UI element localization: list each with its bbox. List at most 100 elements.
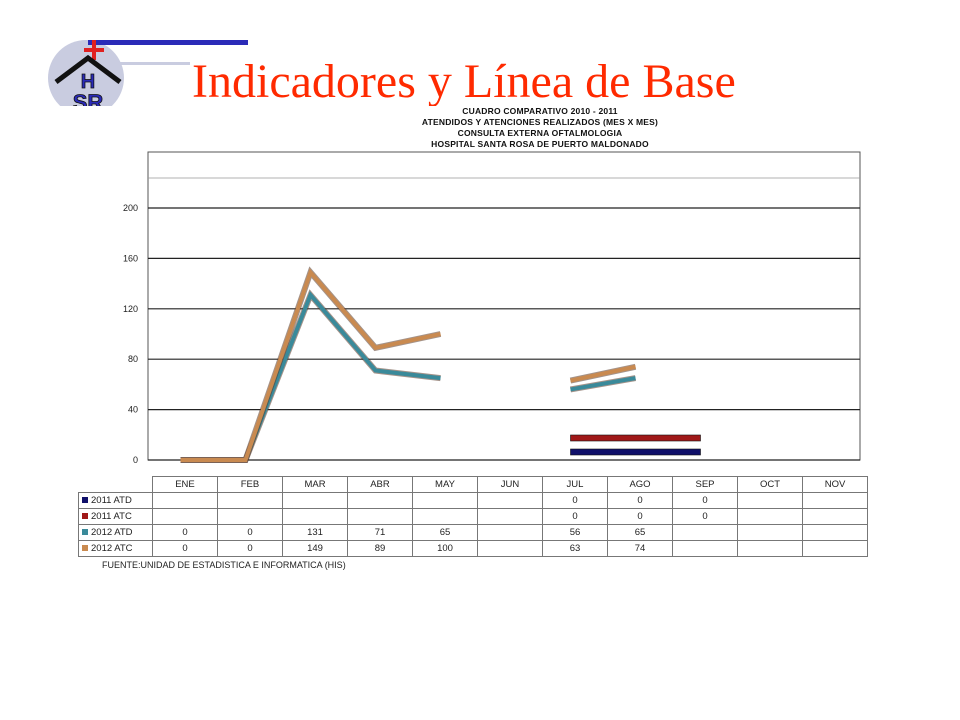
logo-top-bar	[88, 40, 248, 45]
data-label	[217, 508, 283, 525]
plot-frame	[147, 151, 861, 461]
data-label	[477, 540, 543, 557]
x-category-label: MAR	[282, 476, 348, 493]
data-label	[282, 492, 348, 509]
y-axis-ticks: 0 40 80 120 160 200	[123, 203, 138, 465]
x-category-label: ENE	[152, 476, 218, 493]
legend-swatch	[82, 497, 88, 504]
series-line-2011-atd	[570, 448, 701, 456]
logo-letter-h: H	[81, 71, 95, 93]
data-label	[477, 508, 543, 525]
data-label: 149	[282, 540, 348, 557]
chart-title-line-1: CUADRO COMPARATIVO 2010 - 2011	[462, 106, 618, 116]
data-label: 0	[672, 508, 738, 525]
legend-swatch	[82, 545, 88, 552]
data-label	[477, 524, 543, 541]
series-line-2012-atc	[180, 268, 441, 462]
data-label	[347, 508, 413, 525]
x-category-label: JUL	[542, 476, 608, 493]
x-category-label: SEP	[672, 476, 738, 493]
table-row: 2011 ATD 0 0 0	[78, 492, 868, 509]
data-label: 0	[152, 524, 218, 541]
data-label	[217, 492, 283, 509]
data-label	[802, 508, 868, 525]
x-category-label: JUN	[477, 476, 543, 493]
legend-label: 2011 ATC	[91, 511, 132, 522]
table-corner	[78, 476, 153, 493]
series-line-2012-atd	[570, 376, 636, 392]
table-row: 2012 ATD 0 0 131 71 65 56 65	[78, 524, 868, 541]
table-header-row: ENE FEB MAR ABR MAY JUN JUL AGO SEP OCT NOV	[78, 476, 868, 493]
chart-title-line-2: ATENDIDOS Y ATENCIONES REALIZADOS (MES X…	[421, 117, 659, 127]
table-row: 2011 ATC 0 0 0	[78, 508, 868, 525]
y-tick-label: 0	[133, 455, 138, 465]
series-layer	[180, 266, 701, 463]
legend-label: 2011 ATD	[91, 495, 132, 506]
x-category-label: OCT	[737, 476, 803, 493]
slide-title: Indicadores y Línea de Base	[192, 55, 736, 106]
x-category-label: NOV	[802, 476, 868, 493]
legend-entry: 2011 ATD	[78, 492, 153, 509]
y-tick-label: 120	[123, 304, 138, 314]
table-row: 2012 ATC 0 0 149 89 100 63 74	[78, 540, 868, 557]
x-category-label: ABR	[347, 476, 413, 493]
legend-swatch	[82, 513, 88, 520]
y-tick-label: 40	[128, 405, 138, 415]
legend-entry: 2011 ATC	[78, 508, 153, 525]
data-label	[802, 524, 868, 541]
data-label	[737, 508, 803, 525]
logo-roof-icon	[54, 54, 122, 84]
data-label	[802, 492, 868, 509]
data-label: 71	[347, 524, 413, 541]
data-label: 0	[217, 540, 283, 557]
chart-title-line-4: HOSPITAL SANTA ROSA DE PUERTO MALDONADO	[431, 139, 649, 149]
data-label	[737, 492, 803, 509]
data-label: 100	[412, 540, 478, 557]
x-category-label: AGO	[607, 476, 673, 493]
series-line-2011-atc	[570, 434, 701, 442]
legend-label: 2012 ATC	[91, 543, 133, 554]
data-label: 0	[542, 508, 608, 525]
legend-entry: 2012 ATD	[78, 524, 153, 541]
data-label: 89	[347, 540, 413, 557]
legend-swatch	[82, 529, 88, 536]
data-label	[737, 524, 803, 541]
logo-cross-h	[84, 48, 104, 52]
y-tick-label: 80	[128, 354, 138, 364]
legend-entry: 2012 ATC	[78, 540, 153, 557]
data-label	[672, 524, 738, 541]
data-table: ENE FEB MAR ABR MAY JUN JUL AGO SEP OCT NOV 2011 AT…	[78, 476, 868, 557]
data-label	[152, 508, 218, 525]
data-label: 56	[542, 524, 608, 541]
data-label: 65	[607, 524, 673, 541]
legend-label: 2012 ATD	[91, 527, 133, 538]
hospital-logo: H SR	[48, 40, 248, 106]
data-label: 131	[282, 524, 348, 541]
data-label: 0	[217, 524, 283, 541]
data-label	[737, 540, 803, 557]
y-tick-label: 160	[123, 253, 138, 263]
data-label	[282, 508, 348, 525]
grid-lines	[148, 177, 860, 461]
source-note: FUENTE:UNIDAD DE ESTADISTICA E INFORMATI…	[102, 560, 346, 570]
data-label	[477, 492, 543, 509]
data-label	[347, 492, 413, 509]
data-label	[672, 540, 738, 557]
x-category-label: FEB	[217, 476, 283, 493]
data-label: 0	[672, 492, 738, 509]
data-label	[152, 492, 218, 509]
series-shadow	[180, 289, 441, 463]
data-label	[412, 508, 478, 525]
logo-thin-bar	[102, 62, 190, 65]
chart-title-line-3: CONSULTA EXTERNA OFTALMOLOGIA	[457, 128, 623, 138]
y-tick-label: 200	[123, 203, 138, 213]
data-label: 74	[607, 540, 673, 557]
x-category-label: MAY	[412, 476, 478, 493]
data-label: 0	[607, 508, 673, 525]
data-label: 0	[542, 492, 608, 509]
data-label: 65	[412, 524, 478, 541]
logo-circle	[48, 40, 124, 106]
data-label: 63	[542, 540, 608, 557]
data-label	[412, 492, 478, 509]
